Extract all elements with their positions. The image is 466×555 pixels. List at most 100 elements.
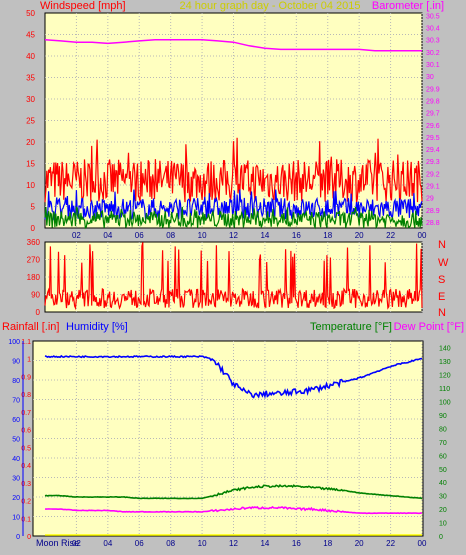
temp-tick-label: 140 bbox=[439, 346, 451, 353]
temp-tick-label: 90 bbox=[439, 413, 447, 420]
baro-tick-label: 29.8 bbox=[426, 98, 440, 105]
barometer-series bbox=[44, 38, 422, 52]
baro-tick-label: 29.9 bbox=[426, 86, 440, 93]
rain-tick-label: 0.2 bbox=[21, 499, 31, 506]
dewpoint-series bbox=[44, 505, 423, 515]
wind-speed-series bbox=[44, 205, 423, 230]
rain-tick-label: 0.8 bbox=[21, 392, 31, 399]
direction-chart: 0 90 180 270 360 bbox=[27, 238, 423, 317]
moon-rise-label: Moon Rise bbox=[36, 538, 79, 548]
compass-label: S bbox=[438, 274, 445, 286]
wind-tick-label: 15 bbox=[26, 160, 35, 169]
baro-tick-label: 29.5 bbox=[426, 135, 440, 142]
humidity-tick-label: 90 bbox=[12, 359, 20, 366]
x-tick-label: 18 bbox=[323, 231, 332, 240]
x-tick-label: 06 bbox=[135, 539, 144, 548]
x-tick-label: 22 bbox=[386, 539, 395, 548]
wind-tick-label: 10 bbox=[26, 181, 35, 190]
x-tick-label: 18 bbox=[323, 539, 332, 548]
x-tick-label: 10 bbox=[198, 539, 207, 548]
wind-tick-label: 25 bbox=[26, 117, 35, 126]
rain-tick-label: 0.3 bbox=[21, 481, 31, 488]
temp-tick-label: 120 bbox=[439, 373, 451, 380]
humidity-tick-label: 70 bbox=[12, 398, 20, 405]
humidity-series bbox=[44, 354, 423, 399]
x-tick-label: 10 bbox=[198, 231, 207, 240]
baro-tick-label: 29.6 bbox=[426, 123, 440, 130]
wind-tick-label: 50 bbox=[26, 9, 35, 18]
x-tick-label: 16 bbox=[292, 231, 301, 240]
wind-tick-label: 0 bbox=[31, 224, 36, 233]
rain-tick-label: 0.5 bbox=[21, 445, 31, 452]
temp-tick-label: 100 bbox=[439, 400, 451, 407]
baro-tick-label: 28.8 bbox=[426, 220, 440, 227]
x-tick-label: 02 bbox=[72, 539, 81, 548]
rain-humidity-temp-chart: 010203040506070809010000.10.20.30.40.50.… bbox=[8, 339, 450, 548]
direction-plot-area bbox=[44, 241, 423, 313]
direction-tick-label: 270 bbox=[27, 256, 41, 265]
rain-tick-label: 1.1 bbox=[21, 339, 31, 346]
temp-tick-label: 110 bbox=[439, 386, 450, 393]
rain-tick-label: 0.9 bbox=[21, 374, 31, 381]
x-tick-label: 08 bbox=[166, 231, 175, 240]
compass-label: N bbox=[438, 307, 446, 319]
compass-label: N bbox=[438, 239, 446, 251]
windspeed-title: Windspeed [mph] bbox=[40, 0, 126, 12]
x-tick-label: 22 bbox=[386, 231, 395, 240]
wind-gust-series bbox=[44, 137, 423, 203]
humidity-tick-label: 40 bbox=[12, 456, 20, 463]
rain-tick-label: 0.7 bbox=[21, 410, 31, 417]
baro-tick-label: 29.2 bbox=[426, 171, 440, 178]
temp-tick-label: 30 bbox=[439, 494, 447, 501]
temp-tick-label: 0 bbox=[439, 534, 443, 541]
wind-plot-area bbox=[44, 12, 423, 229]
humidity-tick-label: 60 bbox=[12, 417, 20, 424]
wind-tick-label: 45 bbox=[26, 31, 35, 40]
x-tick-label: 02 bbox=[72, 231, 81, 240]
rain-tick-label: 0 bbox=[27, 534, 31, 541]
x-tick-label: 14 bbox=[260, 539, 269, 548]
x-tick-label: 12 bbox=[229, 539, 238, 548]
wind-tick-label: 35 bbox=[26, 74, 35, 83]
direction-tick-label: 90 bbox=[31, 291, 40, 300]
humidity-tick-label: 0 bbox=[16, 534, 20, 541]
baro-tick-label: 29.7 bbox=[426, 111, 440, 118]
temp-tick-label: 40 bbox=[439, 480, 447, 487]
temperature-series bbox=[44, 484, 423, 500]
humidity-tick-label: 50 bbox=[12, 437, 20, 444]
rain-tick-label: 0.6 bbox=[21, 428, 31, 435]
rain-tick-label: 0.4 bbox=[21, 463, 31, 470]
humidity-tick-label: 20 bbox=[12, 495, 20, 502]
rainfall-title: Rainfall [.in] bbox=[2, 321, 59, 333]
wind-tick-label: 40 bbox=[26, 52, 35, 61]
direction-tick-label: 180 bbox=[27, 273, 41, 282]
direction-tick-label: 360 bbox=[27, 238, 41, 247]
wind-tick-label: 20 bbox=[26, 138, 35, 147]
x-tick-label: 00 bbox=[418, 539, 427, 548]
x-tick-label: 04 bbox=[103, 231, 112, 240]
baro-tick-label: 30 bbox=[426, 74, 434, 81]
wind-tick-label: 30 bbox=[26, 95, 35, 104]
temp-tick-label: 10 bbox=[439, 521, 447, 528]
temp-tick-label: 80 bbox=[439, 426, 447, 433]
wind-chart: 0 5 10 15 20 25 30 35 40 45 50 02 04 06 08 10 12 14 16 18 20… bbox=[26, 9, 440, 240]
x-tick-label: 14 bbox=[260, 231, 269, 240]
humidity-tick-label: 10 bbox=[12, 515, 20, 522]
baro-tick-label: 29.3 bbox=[426, 159, 440, 166]
graph-title: 24 hour graph day - October 04 2015 bbox=[179, 0, 360, 12]
x-tick-label: 00 bbox=[418, 231, 427, 240]
baro-tick-label: 30.3 bbox=[426, 38, 440, 45]
x-tick-label: 12 bbox=[229, 231, 238, 240]
baro-tick-label: 29.4 bbox=[426, 147, 440, 154]
direction-tick-label: 0 bbox=[36, 308, 41, 317]
dewpoint-title: Dew Point [°F] bbox=[394, 321, 464, 333]
baro-tick-label: 28.9 bbox=[426, 208, 440, 215]
baro-tick-label: 30.5 bbox=[426, 13, 440, 20]
humidity-tick-label: 80 bbox=[12, 378, 20, 385]
baro-tick-label: 29 bbox=[426, 196, 434, 203]
temp-tick-label: 60 bbox=[439, 453, 447, 460]
rain-tick-label: 0.1 bbox=[21, 516, 31, 523]
compass-label: W bbox=[438, 257, 449, 269]
